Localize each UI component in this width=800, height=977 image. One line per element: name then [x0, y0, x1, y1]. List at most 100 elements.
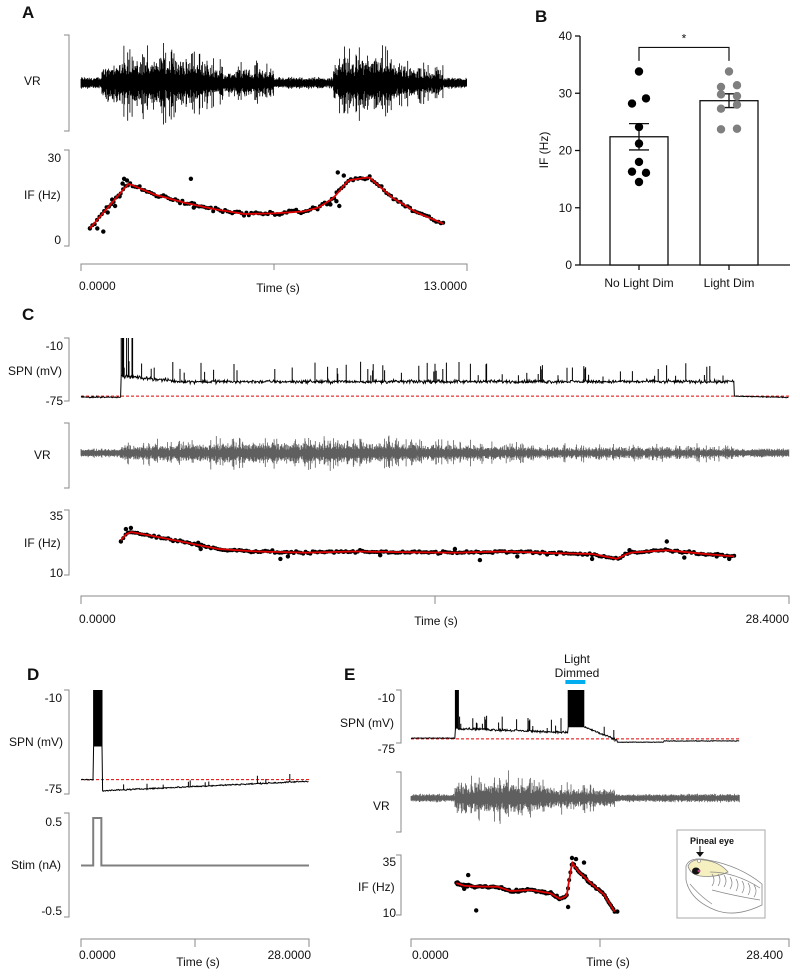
spn-trace-d: [80, 690, 309, 792]
if-data-point: [124, 178, 130, 183]
x-tick-end-a: 13.0000: [424, 279, 468, 293]
bar: [699, 100, 759, 266]
spn-trace-c: [80, 338, 789, 399]
x-tick-start-a: 0.0000: [79, 279, 116, 293]
if-data-point: [211, 209, 216, 214]
if-data-point: [328, 202, 333, 207]
if-y-tick-top-a: 30: [48, 151, 62, 165]
x-tick-label: No Light Dim: [604, 276, 673, 290]
time-axis-d: [80, 938, 310, 947]
spn-y-tick-top-c: -10: [46, 339, 64, 353]
vr-trace-c: [80, 435, 790, 471]
x-tick-start-c: 0.0000: [79, 612, 116, 626]
x-label-e: Time (s): [586, 955, 630, 969]
y-tick-label: 30: [559, 86, 573, 100]
spn-label-d: SPN (mV): [9, 735, 63, 749]
down-arrow-icon: [696, 846, 704, 857]
if-data-point: [118, 539, 124, 544]
time-axis-e: [410, 938, 790, 947]
inset-label: Pineal eye: [690, 836, 734, 846]
spn-y-tick-bottom-c: -75: [46, 394, 64, 408]
y-tick-label: 20: [559, 144, 573, 158]
if-plot-e: [454, 855, 620, 914]
y-tick-label: 10: [559, 201, 573, 215]
panel-a: A VR 30 0 IF (Hz) 0.0000 13.0000 Time (s…: [22, 3, 468, 295]
if-data-point: [105, 210, 110, 215]
if-data-point: [682, 555, 687, 560]
y-label-b: IF (Hz): [537, 132, 551, 169]
if-y-tick-top-e: 35: [383, 855, 397, 869]
if-data-point: [452, 546, 458, 552]
x-tick-label: Light Dim: [704, 276, 755, 290]
bar: [609, 136, 669, 266]
spn-y-axis-c: [64, 337, 70, 402]
light-dimmed-label-line1: Light: [564, 652, 591, 666]
vr-scale-bracket-a: [64, 34, 70, 132]
panel-label-a: A: [22, 3, 34, 22]
data-point: [634, 67, 644, 76]
spn-y-axis-d: [64, 689, 70, 795]
membrane-potential: [410, 690, 740, 743]
data-point: [732, 91, 742, 101]
if-data-point: [462, 886, 467, 891]
data-point: [732, 124, 742, 133]
time-axis-a: [80, 263, 468, 271]
vr-trace-a: [80, 43, 467, 125]
spn-y-tick-top-d: -10: [45, 691, 63, 705]
data-point: [716, 90, 726, 99]
vr-scale-bracket-c: [64, 422, 70, 489]
vr-label-a: VR: [24, 74, 41, 88]
if-data-point: [95, 226, 100, 231]
vr-scale-bracket-e: [396, 771, 402, 833]
if-data-point: [120, 181, 125, 186]
panel-d: D -10 -75 SPN (mV) 0.5 -0.5 Stim (nA) 0.…: [9, 665, 311, 969]
if-label-c: IF (Hz): [24, 536, 61, 550]
if-data-point: [112, 203, 118, 209]
if-data-point: [589, 556, 595, 562]
stim-trace-d: [81, 817, 309, 867]
data-point: [627, 99, 637, 108]
x-tick-end-d: 28.0000: [268, 948, 312, 962]
if-data-point: [581, 860, 587, 865]
lamprey-head-illustration: [685, 858, 763, 914]
if-data-point: [565, 904, 571, 910]
spn-y-tick-top-e: -10: [378, 691, 396, 705]
if-data-point: [335, 170, 340, 175]
data-point: [634, 139, 644, 148]
x-tick-start-d: 0.0000: [79, 948, 116, 962]
if-data-point: [198, 546, 203, 552]
if-data-point: [191, 205, 196, 210]
if-data-point: [337, 203, 342, 209]
significance-bracket: [638, 46, 730, 61]
data-point: [641, 168, 651, 178]
spn-trace-e: [410, 690, 740, 743]
vr-label-e: VR: [373, 799, 390, 813]
data-point: [641, 94, 651, 103]
pineal-eye-inset: Pineal eye: [676, 829, 766, 919]
panel-c: C -10 -75 SPN (mV) VR 35 10 IF (Hz) 0.00…: [8, 305, 790, 628]
significance-star: *: [682, 31, 687, 45]
if-y-tick-bottom-a: 0: [54, 233, 61, 247]
if-y-tick-bottom-c: 10: [50, 566, 64, 580]
if-data-point: [334, 199, 339, 204]
x-tick-end-e: 28.400: [746, 948, 783, 962]
stim-y-tick-top-d: 0.5: [45, 815, 62, 829]
if-data-point: [378, 553, 383, 558]
stim-label-d: Stim (nA): [11, 858, 61, 872]
if-data-point: [627, 548, 632, 553]
if-data-point: [285, 554, 291, 559]
x-label-a: Time (s): [256, 281, 300, 295]
vr-label-c: VR: [34, 448, 51, 462]
x-label-c: Time (s): [414, 614, 458, 628]
if-data-point: [573, 856, 579, 862]
panel-label-c: C: [22, 305, 34, 324]
if-plot-a: [87, 170, 446, 234]
light-dimmed-label-line2: Dimmed: [555, 666, 600, 680]
if-y-tick-bottom-e: 10: [383, 906, 397, 920]
y-tick-label: 40: [559, 29, 573, 43]
panel-e: E -10 -75 SPN (mV) Light Dimmed VR 35 10…: [340, 652, 790, 969]
y-tick-label: 0: [565, 258, 572, 272]
spn-label-e: SPN (mV): [340, 716, 394, 730]
data-point: [627, 167, 637, 176]
